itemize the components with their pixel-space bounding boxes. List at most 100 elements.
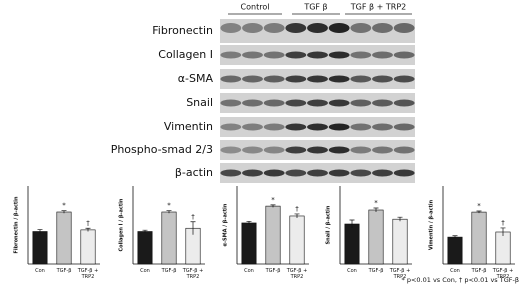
- error-bar: [142, 229, 148, 233]
- blot-row-label: α-SMA: [178, 72, 214, 85]
- blot-band: [328, 123, 350, 131]
- x-tick-label: Con: [140, 268, 150, 274]
- blot-band: [393, 51, 415, 59]
- blot-band: [372, 75, 393, 83]
- blot-band: [350, 169, 372, 177]
- bar: [137, 231, 153, 265]
- significance-mark: †: [191, 213, 195, 221]
- group-label: Control: [241, 3, 270, 12]
- error-bar: [85, 227, 91, 232]
- bar: [368, 209, 384, 265]
- blot-band: [393, 169, 415, 177]
- blot-band: [220, 146, 242, 154]
- blot-band: [242, 23, 263, 33]
- significance-mark: *: [374, 199, 378, 207]
- blot-band: [307, 169, 328, 177]
- blot-row-label: Vimentin: [164, 120, 213, 133]
- x-tick-label: TGF-β + TRP2: [389, 268, 411, 280]
- blot-band: [307, 99, 328, 107]
- bar: [56, 211, 72, 265]
- x-tick-label: Con: [35, 268, 45, 274]
- error-bar: [246, 220, 252, 225]
- blot-band: [220, 123, 242, 131]
- blot-band: [393, 75, 415, 83]
- blot-band: [285, 123, 307, 131]
- x-tick-label: TGF-β: [161, 268, 177, 274]
- error-bar: [37, 229, 43, 234]
- significance-mark: *: [271, 196, 275, 204]
- blot-row-label: Snail: [186, 96, 213, 109]
- error-bar: [270, 204, 276, 208]
- error-bar: [294, 213, 300, 219]
- blot-band: [263, 169, 285, 177]
- group-label: TGF β + TRP2: [350, 3, 406, 12]
- significance-mark: †: [501, 219, 505, 227]
- blot-band: [285, 146, 307, 154]
- y-axis-label: Snail / β-actin: [326, 205, 332, 244]
- y-axis-label: Fibronectin / β-actin: [14, 196, 20, 254]
- x-tick-label: TGF-β: [265, 268, 281, 274]
- blot-band: [372, 123, 393, 131]
- blot-band: [242, 169, 263, 177]
- blot-row-label: β-actin: [175, 166, 213, 179]
- blot-row-label: Fibronectin: [152, 24, 213, 37]
- error-bar: [166, 210, 172, 214]
- error-bar: [500, 227, 506, 237]
- blot-band: [263, 123, 285, 131]
- blot-band: [263, 23, 285, 33]
- x-tick-label: TGF-β: [368, 268, 384, 274]
- blot-row-label: Phospho-smad 2/3: [111, 143, 213, 156]
- error-bar: [61, 210, 67, 214]
- blot-band: [350, 123, 372, 131]
- significance-mark: *: [62, 202, 66, 210]
- bar: [495, 231, 511, 265]
- blot-band: [285, 75, 307, 83]
- error-bar: [373, 207, 379, 212]
- blot-band: [350, 146, 372, 154]
- blot-band: [242, 123, 263, 131]
- error-bar: [452, 235, 458, 239]
- significance-mark: *: [167, 202, 171, 210]
- blot-band: [328, 23, 350, 33]
- blot-band: [307, 146, 328, 154]
- blot-band: [307, 51, 328, 59]
- blot-band: [242, 75, 263, 83]
- blot-band: [307, 75, 328, 83]
- blot-band: [328, 99, 350, 107]
- y-axis-label: α-SMA / β-actin: [223, 203, 229, 246]
- bar: [80, 229, 96, 265]
- blot-band: [372, 23, 393, 33]
- blot-band: [242, 146, 263, 154]
- blot-band: [242, 51, 263, 59]
- blot-band: [242, 99, 263, 107]
- bar: [289, 215, 305, 265]
- x-tick-label: TGF-β + TRP2: [286, 268, 308, 280]
- blot-band: [328, 75, 350, 83]
- bar: [241, 222, 257, 265]
- bar: [161, 211, 177, 265]
- bar: [447, 236, 463, 265]
- blot-band: [285, 51, 307, 59]
- group-label: TGF β: [303, 3, 327, 12]
- y-axis-label: Vimentin / β-actin: [429, 199, 435, 250]
- x-tick-label: TGF-β + TRP2: [77, 268, 99, 280]
- error-bar: [190, 221, 196, 235]
- blot-band: [220, 99, 242, 107]
- blot-band: [328, 169, 350, 177]
- blot-band: [220, 23, 242, 33]
- blot-band: [350, 99, 372, 107]
- bar: [265, 205, 281, 265]
- blot-band: [285, 169, 307, 177]
- blot-band: [307, 123, 328, 131]
- significance-mark: †: [295, 205, 299, 213]
- bar: [392, 218, 408, 265]
- blot-band: [328, 51, 350, 59]
- x-tick-label: TGF-β: [56, 268, 72, 274]
- bar: [471, 211, 487, 265]
- y-axis-label: Collagen I / β-actin: [119, 198, 125, 251]
- blot-band: [393, 99, 415, 107]
- error-bar: [476, 210, 482, 214]
- blot-band: [263, 75, 285, 83]
